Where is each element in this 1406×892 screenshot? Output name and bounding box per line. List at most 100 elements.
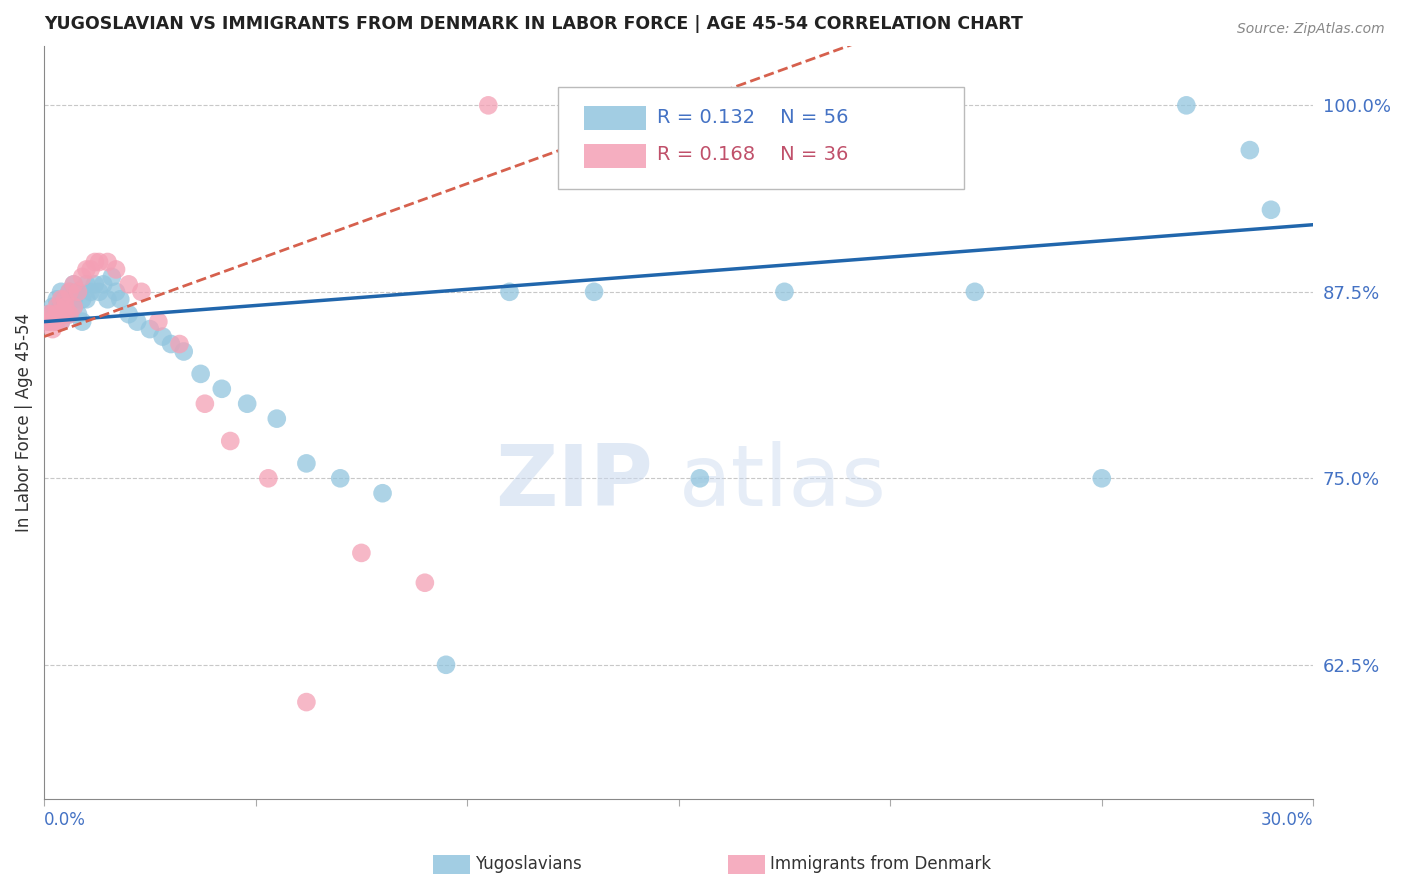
Point <box>160 337 183 351</box>
Point <box>148 315 170 329</box>
Point <box>58 285 80 299</box>
Point <box>257 471 280 485</box>
Point <box>53 307 76 321</box>
Point <box>41 315 63 329</box>
Point <box>41 307 63 321</box>
Point <box>45 307 67 321</box>
Point <box>41 300 63 314</box>
Point <box>37 315 59 329</box>
Point <box>45 300 67 314</box>
Point <box>413 575 436 590</box>
Point <box>45 315 67 329</box>
Point <box>105 262 128 277</box>
Text: 30.0%: 30.0% <box>1261 811 1313 829</box>
Point <box>105 285 128 299</box>
Point <box>963 285 986 299</box>
Point <box>53 307 76 321</box>
FancyBboxPatch shape <box>583 106 645 130</box>
Point <box>118 277 141 292</box>
Point <box>62 277 84 292</box>
Point <box>131 285 153 299</box>
Point <box>97 293 120 307</box>
Point <box>194 397 217 411</box>
Point <box>434 657 457 672</box>
Point <box>66 307 89 321</box>
Point <box>1239 143 1261 157</box>
Point <box>75 277 97 292</box>
Point <box>97 255 120 269</box>
Point <box>75 293 97 307</box>
Point <box>583 285 606 299</box>
Point <box>83 255 105 269</box>
Point <box>49 300 72 314</box>
Point <box>53 300 76 314</box>
Point <box>118 307 141 321</box>
Point <box>83 277 105 292</box>
Point <box>91 277 114 292</box>
Point <box>87 285 110 299</box>
Point <box>190 367 212 381</box>
Point <box>45 307 67 321</box>
Point <box>173 344 195 359</box>
Text: atlas: atlas <box>679 442 887 524</box>
Point <box>62 277 84 292</box>
Point <box>45 315 67 329</box>
Point <box>62 293 84 307</box>
Point <box>49 293 72 307</box>
Point <box>295 695 318 709</box>
Point <box>127 315 149 329</box>
Point <box>66 285 89 299</box>
Point <box>49 315 72 329</box>
Text: Immigrants from Denmark: Immigrants from Denmark <box>770 855 991 873</box>
Point <box>37 307 59 321</box>
Point <box>211 382 233 396</box>
Point <box>62 300 84 314</box>
Point <box>79 262 101 277</box>
FancyBboxPatch shape <box>583 144 645 168</box>
Point <box>371 486 394 500</box>
Point <box>49 285 72 299</box>
Point <box>152 329 174 343</box>
Point <box>295 456 318 470</box>
Point <box>350 546 373 560</box>
Point <box>858 143 880 157</box>
Point <box>70 293 93 307</box>
Point <box>169 337 191 351</box>
Text: R = 0.168    N = 36: R = 0.168 N = 36 <box>657 145 848 164</box>
Point <box>66 285 89 299</box>
Point <box>37 315 59 329</box>
Point <box>329 471 352 485</box>
Y-axis label: In Labor Force | Age 45-54: In Labor Force | Age 45-54 <box>15 313 32 532</box>
Point <box>219 434 242 448</box>
Point <box>1260 202 1282 217</box>
Point <box>70 269 93 284</box>
Point <box>236 397 259 411</box>
Point <box>87 255 110 269</box>
Point <box>689 471 711 485</box>
Point <box>477 98 499 112</box>
Point <box>79 285 101 299</box>
Point <box>75 262 97 277</box>
Text: YUGOSLAVIAN VS IMMIGRANTS FROM DENMARK IN LABOR FORCE | AGE 45-54 CORRELATION CH: YUGOSLAVIAN VS IMMIGRANTS FROM DENMARK I… <box>44 15 1024 33</box>
Point <box>37 307 59 321</box>
Point <box>49 315 72 329</box>
Text: R = 0.132    N = 56: R = 0.132 N = 56 <box>657 108 849 127</box>
Point <box>773 285 796 299</box>
Point <box>139 322 162 336</box>
Point <box>110 293 132 307</box>
FancyBboxPatch shape <box>558 87 965 189</box>
Text: Source: ZipAtlas.com: Source: ZipAtlas.com <box>1237 22 1385 37</box>
Point <box>53 293 76 307</box>
Point <box>41 322 63 336</box>
Point <box>53 300 76 314</box>
Point <box>266 411 288 425</box>
Point <box>45 293 67 307</box>
Point <box>58 285 80 299</box>
Point <box>41 307 63 321</box>
Point <box>101 269 124 284</box>
Text: ZIP: ZIP <box>495 442 654 524</box>
Point <box>498 285 520 299</box>
Point <box>70 315 93 329</box>
Point <box>62 300 84 314</box>
Text: Yugoslavians: Yugoslavians <box>475 855 582 873</box>
